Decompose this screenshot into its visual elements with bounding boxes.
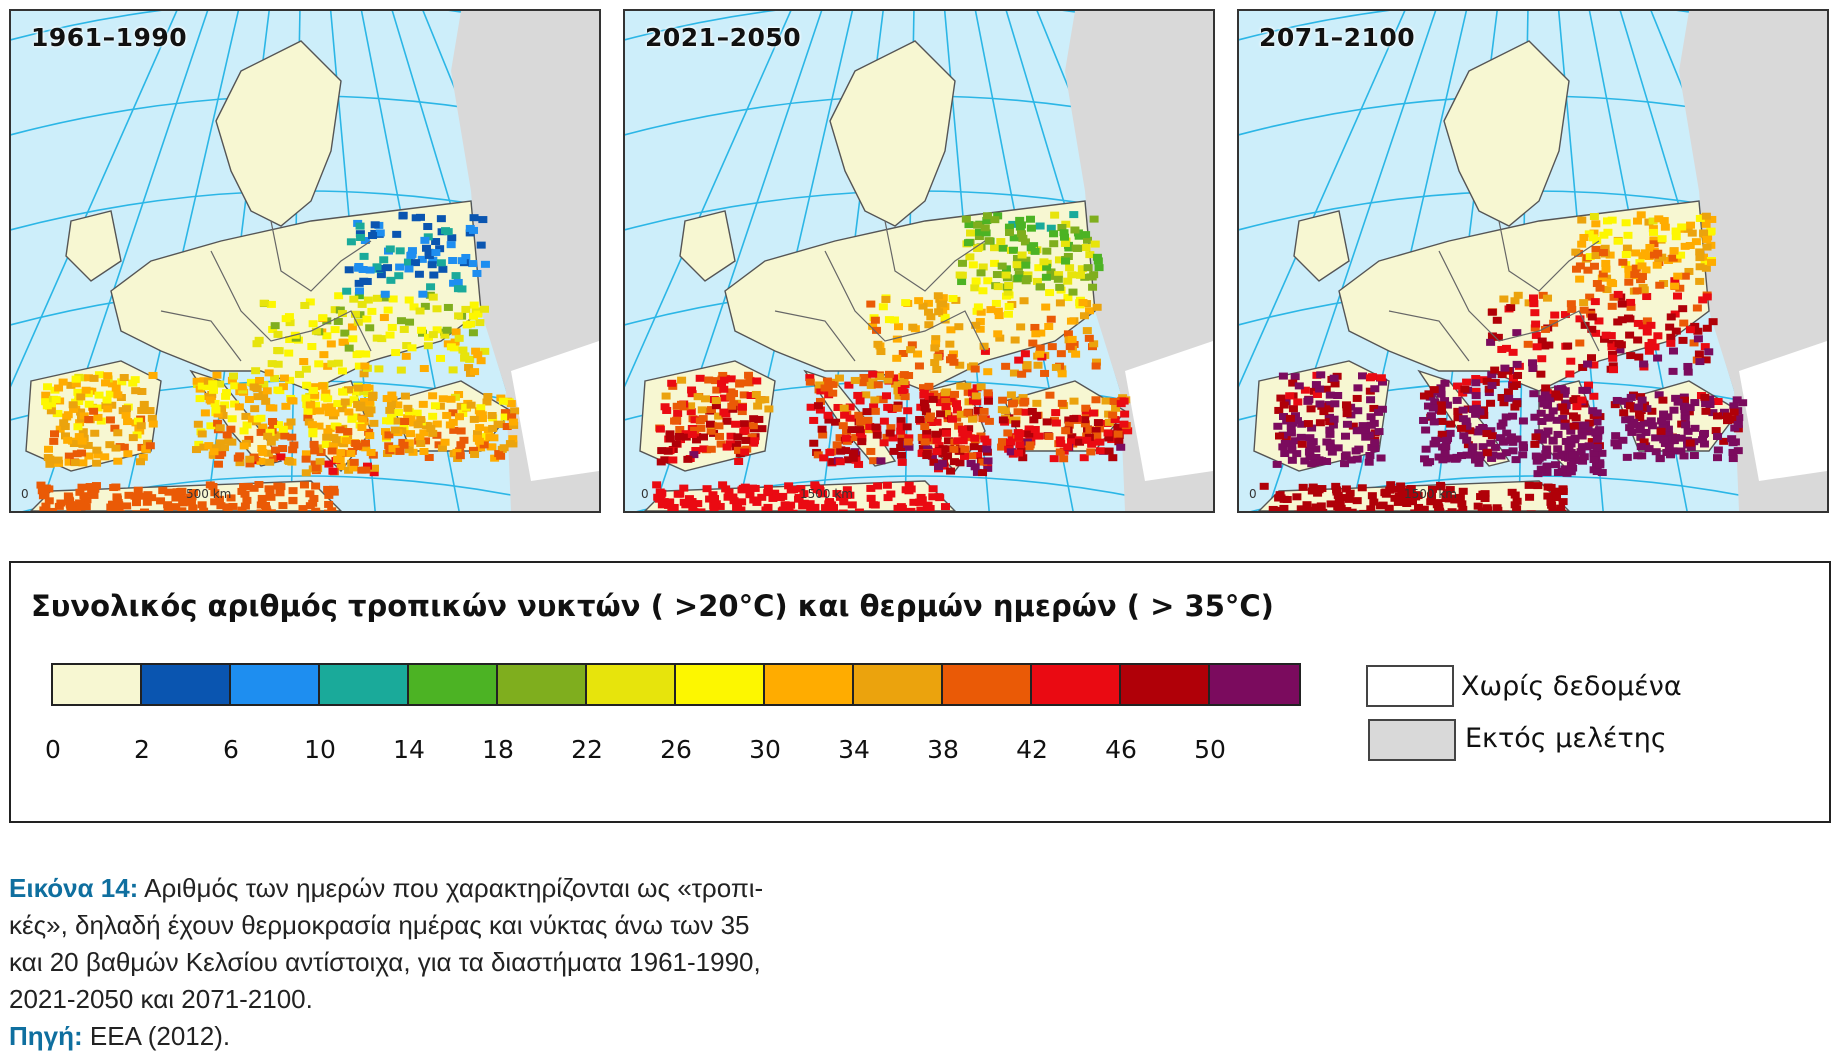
scale-start: 0 xyxy=(21,487,29,501)
legend-tick-label: 42 xyxy=(1016,735,1048,764)
figure-caption: Εικόνα 14: Αριθμός των ημερών που χαρακτ… xyxy=(9,870,809,1055)
legend-swatch xyxy=(498,665,587,704)
legend-tick-label: 30 xyxy=(749,735,781,764)
country-borders xyxy=(160,220,372,362)
map-panel-2071-2100: 2071–2100 0 1500 km xyxy=(1237,9,1829,513)
europe-map xyxy=(11,11,599,511)
legend-swatch xyxy=(943,665,1032,704)
legend-tick-label: 14 xyxy=(393,735,425,764)
europe-map xyxy=(1239,11,1827,511)
legend-swatch xyxy=(1210,665,1299,704)
source-label: Πηγή: xyxy=(9,1021,83,1051)
legend-swatch xyxy=(320,665,409,704)
legend-swatch xyxy=(231,665,320,704)
panel-title: 2021–2050 xyxy=(645,23,802,52)
legend-tick-label: 46 xyxy=(1105,735,1137,764)
map-panel-1961-1990: 1961–1990 0 500 km xyxy=(9,9,601,513)
legend-tick-label: 22 xyxy=(571,735,603,764)
scale-end: 1500 km xyxy=(1404,487,1457,501)
legend: Συνολικός αριθμός τροπικών νυκτών ( >20°… xyxy=(9,561,1831,823)
caption-text: Αριθμός των ημερών που χαρακτηρίζονται ω… xyxy=(144,873,764,903)
no-data-area xyxy=(511,341,599,481)
no-data-label: Χωρίς δεδομένα xyxy=(1461,671,1682,702)
legend-swatch xyxy=(409,665,498,704)
legend-tick-label: 2 xyxy=(134,735,150,764)
no-data-area xyxy=(1739,341,1827,481)
outside-study-label: Εκτός μελέτης xyxy=(1465,723,1667,754)
europe-map xyxy=(625,11,1213,511)
heat-overlay xyxy=(36,211,520,511)
legend-swatch xyxy=(676,665,765,704)
source-text: EEA (2012). xyxy=(89,1021,231,1051)
legend-title: Συνολικός αριθμός τροπικών νυκτών ( >20°… xyxy=(31,589,1274,623)
legend-swatch xyxy=(854,665,943,704)
legend-tick-label: 34 xyxy=(838,735,870,764)
panel-title: 2071–2100 xyxy=(1259,23,1416,52)
legend-swatch xyxy=(587,665,676,704)
legend-swatch xyxy=(765,665,854,704)
legend-tick-label: 0 xyxy=(45,735,61,764)
legend-swatch xyxy=(1032,665,1121,704)
no-data-area xyxy=(1125,341,1213,481)
outside-study-swatch xyxy=(1368,719,1456,761)
legend-tick-label: 10 xyxy=(304,735,336,764)
legend-swatch xyxy=(1121,665,1210,704)
legend-tick-label: 18 xyxy=(482,735,514,764)
caption-line: 2021-2050 και 2071-2100. xyxy=(9,984,313,1014)
panel-title: 1961–1990 xyxy=(31,23,188,52)
legend-swatch xyxy=(142,665,231,704)
country-borders xyxy=(774,220,986,362)
scale-start: 0 xyxy=(1249,487,1257,501)
scale-start: 0 xyxy=(641,487,649,501)
scale-end: 500 km xyxy=(186,487,232,501)
map-panel-2021-2050: 2021–2050 0 1500 km xyxy=(623,9,1215,513)
caption-line: και 20 βαθμών Κελσίου αντίστοιχα, για τα… xyxy=(9,947,761,977)
legend-tick-label: 26 xyxy=(660,735,692,764)
legend-color-bar xyxy=(51,663,1301,706)
source-line: Πηγή: EEA (2012). xyxy=(9,1018,809,1055)
no-data-swatch xyxy=(1366,665,1454,707)
caption-line: κές», δηλαδή έχουν θερμοκρασία ημέρας κα… xyxy=(9,910,750,940)
legend-tick-label: 6 xyxy=(223,735,239,764)
legend-swatch xyxy=(53,665,142,704)
legend-tick-label: 50 xyxy=(1194,735,1226,764)
caption-line: Εικόνα 14: Αριθμός των ημερών που χαρακτ… xyxy=(9,870,809,907)
legend-tick-label: 38 xyxy=(927,735,959,764)
heat-overlay xyxy=(1259,211,1748,511)
heat-overlay xyxy=(652,211,1133,511)
country-borders xyxy=(1388,220,1600,362)
scale-end: 1500 km xyxy=(800,487,853,501)
caption-label: Εικόνα 14: xyxy=(9,873,139,903)
